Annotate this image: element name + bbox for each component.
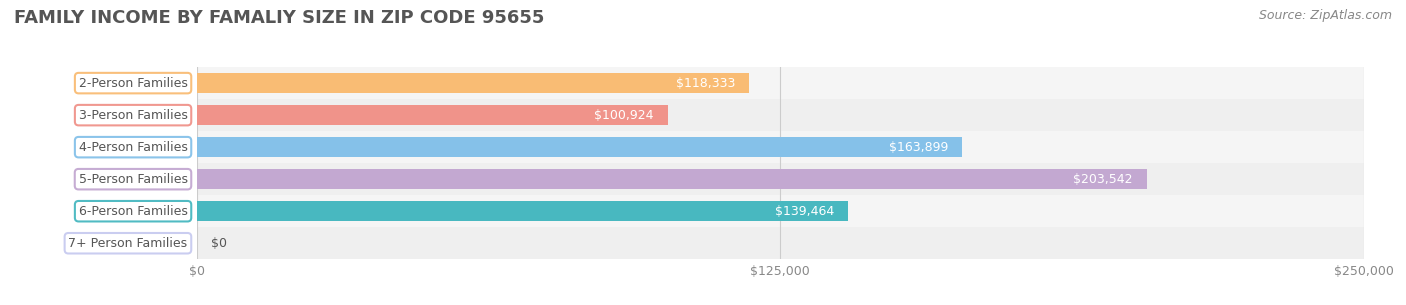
Text: $203,542: $203,542 bbox=[1073, 173, 1133, 186]
Text: 7+ Person Families: 7+ Person Families bbox=[69, 237, 187, 250]
Bar bbox=[197, 73, 749, 93]
Text: 5-Person Families: 5-Person Families bbox=[79, 173, 187, 186]
Bar bbox=[197, 201, 848, 221]
Text: $163,899: $163,899 bbox=[889, 141, 948, 154]
Text: Source: ZipAtlas.com: Source: ZipAtlas.com bbox=[1258, 9, 1392, 22]
Text: $118,333: $118,333 bbox=[676, 77, 735, 90]
Text: FAMILY INCOME BY FAMALIY SIZE IN ZIP CODE 95655: FAMILY INCOME BY FAMALIY SIZE IN ZIP COD… bbox=[14, 9, 544, 27]
Bar bbox=[197, 131, 1364, 163]
Bar bbox=[197, 67, 1364, 99]
Text: 2-Person Families: 2-Person Families bbox=[79, 77, 187, 90]
Text: $139,464: $139,464 bbox=[775, 205, 834, 218]
Text: $0: $0 bbox=[211, 237, 226, 250]
Text: 6-Person Families: 6-Person Families bbox=[79, 205, 187, 218]
Bar bbox=[197, 169, 1147, 189]
Text: 3-Person Families: 3-Person Families bbox=[79, 109, 187, 122]
Bar bbox=[197, 99, 1364, 131]
Bar bbox=[197, 227, 1364, 259]
Text: 4-Person Families: 4-Person Families bbox=[79, 141, 187, 154]
Bar bbox=[197, 195, 1364, 227]
Bar bbox=[197, 163, 1364, 195]
Bar bbox=[197, 105, 668, 125]
Bar bbox=[197, 137, 962, 157]
Text: $100,924: $100,924 bbox=[595, 109, 654, 122]
